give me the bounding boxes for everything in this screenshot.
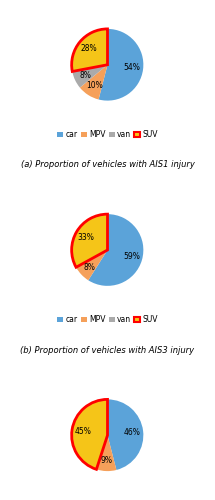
- Text: (b) Proportion of vehicles with AIS3 injury: (b) Proportion of vehicles with AIS3 inj…: [20, 346, 195, 354]
- Text: 46%: 46%: [124, 428, 141, 436]
- Text: 59%: 59%: [123, 252, 140, 262]
- Text: 10%: 10%: [86, 81, 103, 90]
- Wedge shape: [76, 250, 108, 268]
- Legend: car, MPV, van, SUV: car, MPV, van, SUV: [54, 498, 161, 500]
- Wedge shape: [99, 29, 143, 101]
- Legend: car, MPV, van, SUV: car, MPV, van, SUV: [54, 127, 161, 142]
- Text: 54%: 54%: [124, 64, 141, 72]
- Wedge shape: [88, 214, 143, 286]
- Wedge shape: [96, 435, 108, 470]
- Text: 33%: 33%: [78, 233, 95, 242]
- Text: 9%: 9%: [101, 456, 113, 464]
- Wedge shape: [80, 65, 108, 100]
- Wedge shape: [72, 400, 108, 469]
- Wedge shape: [108, 400, 143, 470]
- Text: 8%: 8%: [83, 262, 95, 272]
- Wedge shape: [72, 214, 108, 268]
- Wedge shape: [72, 65, 108, 88]
- Text: (a) Proportion of vehicles with AIS1 injury: (a) Proportion of vehicles with AIS1 inj…: [21, 160, 194, 170]
- Wedge shape: [96, 435, 116, 471]
- Text: 28%: 28%: [80, 44, 97, 54]
- Wedge shape: [76, 250, 108, 280]
- Text: 8%: 8%: [79, 71, 91, 80]
- Legend: car, MPV, van, SUV: car, MPV, van, SUV: [54, 312, 161, 328]
- Wedge shape: [72, 29, 108, 72]
- Text: 45%: 45%: [75, 427, 91, 436]
